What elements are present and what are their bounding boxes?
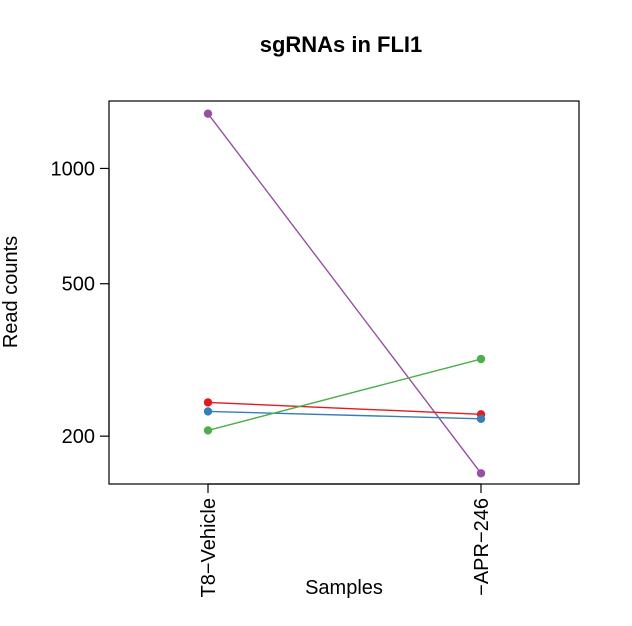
series-point-2-1 [476,414,486,423]
y-axis: 200 500 1000 [51,158,110,448]
series-line-0 [207,113,482,474]
y-tick-label-2: 1000 [51,158,96,180]
series-point-1-0 [203,398,213,407]
series-line-2 [207,410,482,420]
series-line-1 [207,401,482,416]
x-axis-label: Samples [305,577,383,599]
x-tick-label-0: T8−Vehicle [198,498,220,598]
chart-title: sgRNAs in FLI1 [260,32,423,57]
series-point-3-0 [203,426,213,435]
series-point-0-0 [203,109,213,118]
series-point-2-0 [203,407,213,416]
x-axis: T8−Vehicle −APR−246 [198,483,493,598]
y-tick-label-0: 200 [62,426,95,448]
series-point-0-1 [476,469,486,478]
x-tick-label-1: −APR−246 [471,498,493,596]
series-layer [203,109,486,478]
y-tick-label-1: 500 [62,274,95,296]
series-point-3-1 [476,354,486,364]
y-axis-label: Read counts [0,236,22,348]
series-line-3 [207,358,482,432]
